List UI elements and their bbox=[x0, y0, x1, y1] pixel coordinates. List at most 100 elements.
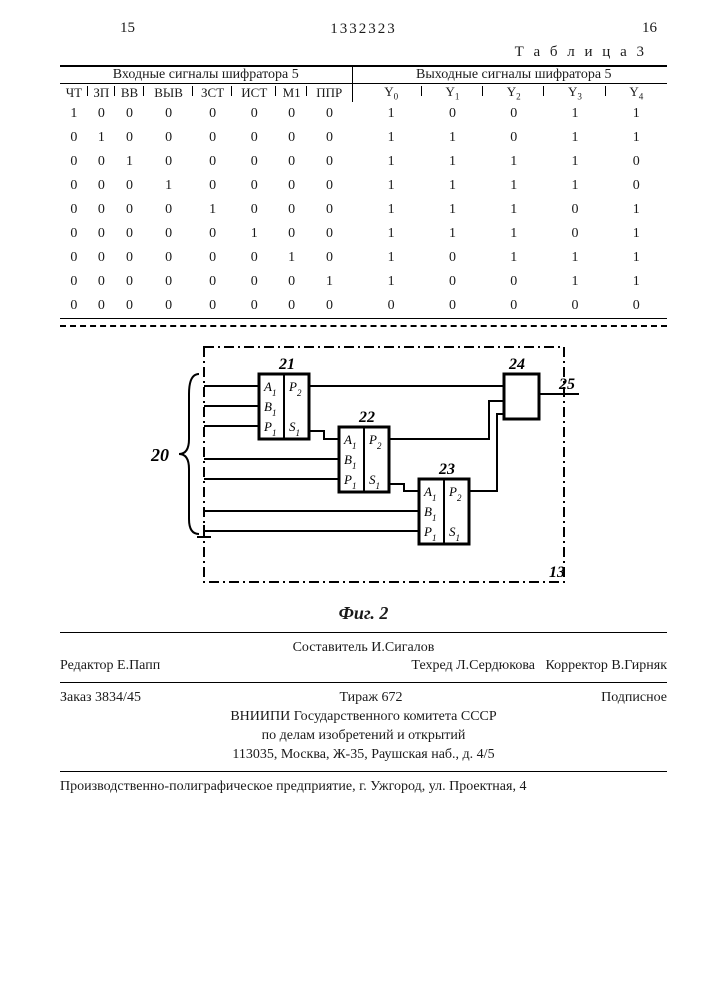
cell: 0 bbox=[483, 102, 544, 126]
cell: 0 bbox=[193, 126, 232, 150]
cell: 0 bbox=[144, 126, 193, 150]
corrector: Корректор В.Гирняк bbox=[545, 658, 667, 673]
brace-icon bbox=[179, 374, 199, 534]
cell: 0 bbox=[422, 246, 483, 270]
block-22: 22 A1 B1 P1 P2 S1 bbox=[339, 409, 389, 492]
col-out: Y2 bbox=[483, 84, 544, 102]
rule bbox=[60, 632, 667, 633]
cell: 0 bbox=[144, 102, 193, 126]
cell: 0 bbox=[193, 150, 232, 174]
cell: 0 bbox=[232, 174, 276, 198]
cell: 0 bbox=[232, 150, 276, 174]
editor: Редактор Е.Папп bbox=[60, 657, 160, 676]
cell: 0 bbox=[276, 126, 307, 150]
label-20: 20 bbox=[150, 445, 169, 465]
cell: 0 bbox=[60, 294, 88, 318]
sub: 3 bbox=[577, 92, 582, 102]
cell: 1 bbox=[544, 150, 605, 174]
cell: 0 bbox=[307, 246, 352, 270]
cell: 0 bbox=[115, 246, 144, 270]
gap bbox=[352, 270, 361, 294]
cell: 1 bbox=[606, 198, 667, 222]
col-out: Y0 bbox=[361, 84, 422, 102]
cell: 1 bbox=[483, 150, 544, 174]
cell: 0 bbox=[307, 198, 352, 222]
page-num-right: 16 bbox=[642, 20, 657, 37]
gap bbox=[352, 222, 361, 246]
sub: 0 bbox=[394, 92, 399, 102]
cell: 0 bbox=[88, 270, 115, 294]
block-24: 24 bbox=[504, 356, 539, 419]
cell: 1 bbox=[544, 126, 605, 150]
cell: 0 bbox=[144, 198, 193, 222]
cell: 1 bbox=[361, 174, 422, 198]
cell: 1 bbox=[276, 246, 307, 270]
cell: 0 bbox=[276, 222, 307, 246]
cell: 0 bbox=[232, 198, 276, 222]
cell: 1 bbox=[606, 102, 667, 126]
cell: 1 bbox=[606, 222, 667, 246]
cell: 0 bbox=[88, 246, 115, 270]
cell: 1 bbox=[606, 126, 667, 150]
cell: 0 bbox=[144, 246, 193, 270]
table-row: 0000010011101 bbox=[60, 222, 667, 246]
rule bbox=[60, 771, 667, 772]
cell: 0 bbox=[193, 174, 232, 198]
podpis: Подписное bbox=[601, 689, 667, 708]
col-out: Y1 bbox=[422, 84, 483, 102]
cell: 0 bbox=[307, 126, 352, 150]
tirazh: Тираж 672 bbox=[339, 689, 402, 708]
cell: 0 bbox=[606, 150, 667, 174]
cell: 0 bbox=[144, 222, 193, 246]
cell: 0 bbox=[115, 174, 144, 198]
gap bbox=[352, 198, 361, 222]
cell: 0 bbox=[88, 222, 115, 246]
table-row: 0010000011110 bbox=[60, 150, 667, 174]
cell: 0 bbox=[60, 270, 88, 294]
org-1: ВНИИПИ Государственного комитета СССР bbox=[60, 708, 667, 727]
table-row: 0000000110011 bbox=[60, 270, 667, 294]
table-header-groups: Входные сигналы шифратора 5 Выходные сиг… bbox=[60, 67, 667, 84]
cell: 1 bbox=[361, 198, 422, 222]
block-23: 23 A1 B1 P1 P2 S1 bbox=[419, 461, 469, 544]
cell: 1 bbox=[232, 222, 276, 246]
addr-1: 113035, Москва, Ж-35, Раушская наб., д. … bbox=[60, 746, 667, 765]
label-23: 23 bbox=[438, 461, 455, 478]
cell: 1 bbox=[544, 246, 605, 270]
cell: 1 bbox=[422, 174, 483, 198]
cell: 1 bbox=[88, 126, 115, 150]
cell: 0 bbox=[115, 102, 144, 126]
gap bbox=[352, 150, 361, 174]
techred: Техред Л.Сердюкова bbox=[411, 658, 535, 673]
cell: 1 bbox=[307, 270, 352, 294]
cell: 1 bbox=[483, 222, 544, 246]
table-row: 0000100011101 bbox=[60, 198, 667, 222]
cell: 1 bbox=[361, 150, 422, 174]
compiler: Составитель И.Сигалов bbox=[60, 639, 667, 658]
cell: 0 bbox=[483, 270, 544, 294]
cell: 0 bbox=[88, 102, 115, 126]
cell: 1 bbox=[544, 174, 605, 198]
cell: 1 bbox=[422, 126, 483, 150]
cell: 1 bbox=[60, 102, 88, 126]
cell: 0 bbox=[544, 222, 605, 246]
cell: 0 bbox=[115, 294, 144, 318]
cell: 1 bbox=[422, 198, 483, 222]
cell: 0 bbox=[88, 150, 115, 174]
figure-caption: Фиг. 2 bbox=[60, 603, 667, 624]
sub: 2 bbox=[516, 92, 521, 102]
cell: 0 bbox=[483, 294, 544, 318]
cell: 1 bbox=[422, 222, 483, 246]
cell: 0 bbox=[115, 270, 144, 294]
rule bbox=[60, 318, 667, 319]
cell: 0 bbox=[193, 222, 232, 246]
label-24: 24 bbox=[508, 356, 525, 373]
label-21: 21 bbox=[278, 356, 295, 373]
cell: 1 bbox=[361, 222, 422, 246]
cell: 0 bbox=[361, 294, 422, 318]
cell: 0 bbox=[422, 102, 483, 126]
cell: 0 bbox=[193, 294, 232, 318]
cell: 0 bbox=[276, 294, 307, 318]
cell: 1 bbox=[483, 246, 544, 270]
cell: 1 bbox=[144, 174, 193, 198]
